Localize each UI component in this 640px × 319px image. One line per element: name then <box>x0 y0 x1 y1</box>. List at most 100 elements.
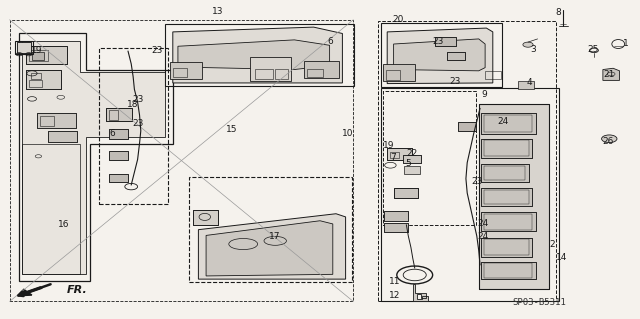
Bar <box>106 108 132 121</box>
Bar <box>307 69 323 77</box>
Bar <box>394 188 418 198</box>
Bar <box>384 223 408 232</box>
Text: 12: 12 <box>389 291 401 300</box>
Text: 4: 4 <box>527 78 532 87</box>
Bar <box>484 166 525 180</box>
Bar <box>29 50 48 61</box>
Text: 25: 25 <box>587 45 598 54</box>
Circle shape <box>602 135 617 143</box>
Bar <box>403 155 421 163</box>
Text: 23: 23 <box>472 177 483 186</box>
Bar <box>435 37 456 46</box>
Bar <box>26 70 61 89</box>
Text: 2: 2 <box>549 240 554 249</box>
Bar <box>481 139 532 158</box>
Bar <box>481 113 536 134</box>
Bar <box>435 37 456 46</box>
Text: 8: 8 <box>556 8 561 17</box>
Bar <box>170 62 202 79</box>
Bar <box>15 41 33 54</box>
Bar <box>458 122 476 131</box>
Bar <box>484 263 532 278</box>
Bar <box>109 174 128 182</box>
Text: 23: 23 <box>449 77 461 86</box>
Bar <box>37 113 76 128</box>
Bar <box>481 212 536 231</box>
Polygon shape <box>603 68 620 80</box>
Bar <box>173 68 187 77</box>
Polygon shape <box>394 39 485 71</box>
Bar <box>447 52 465 60</box>
Bar <box>193 210 218 225</box>
Bar <box>99 48 168 204</box>
Polygon shape <box>387 28 493 84</box>
Circle shape <box>523 42 533 47</box>
Bar <box>447 52 465 60</box>
Bar <box>390 152 399 158</box>
Bar <box>37 113 76 128</box>
Text: 18: 18 <box>127 100 139 109</box>
Bar <box>481 188 532 206</box>
Bar <box>458 122 476 131</box>
Bar <box>479 104 549 289</box>
Polygon shape <box>413 284 428 301</box>
Bar <box>193 210 218 225</box>
Bar <box>387 148 412 160</box>
Bar <box>404 166 420 174</box>
Bar <box>384 211 408 221</box>
Text: 17: 17 <box>269 232 281 241</box>
Text: 13: 13 <box>212 7 223 16</box>
Text: 3: 3 <box>531 45 536 54</box>
Text: 23: 23 <box>132 95 144 104</box>
Bar <box>386 70 400 80</box>
Text: 16: 16 <box>58 220 70 229</box>
Bar <box>109 129 128 139</box>
Text: 6: 6 <box>328 37 333 46</box>
Bar <box>481 262 536 279</box>
Text: 23: 23 <box>151 46 163 55</box>
Bar <box>48 131 77 142</box>
Bar <box>255 69 273 79</box>
Bar <box>481 212 536 231</box>
Bar <box>26 70 61 89</box>
Bar <box>481 238 532 257</box>
Bar <box>109 151 128 160</box>
Bar <box>485 71 501 79</box>
Bar <box>484 140 529 156</box>
Text: 10: 10 <box>342 129 353 137</box>
Text: 22: 22 <box>406 149 417 158</box>
Bar <box>387 148 412 160</box>
Bar <box>109 110 118 120</box>
Bar <box>394 188 418 198</box>
Text: 19: 19 <box>383 141 394 150</box>
Bar <box>165 24 354 86</box>
Bar <box>484 239 529 255</box>
Text: SP03-B5311: SP03-B5311 <box>512 298 566 307</box>
Bar <box>26 46 67 64</box>
Polygon shape <box>198 214 346 279</box>
Bar <box>484 115 532 132</box>
Bar <box>378 21 556 301</box>
Bar <box>381 88 559 301</box>
Polygon shape <box>173 27 342 83</box>
Text: 24: 24 <box>477 219 488 228</box>
Bar <box>109 151 128 160</box>
Bar <box>481 238 532 257</box>
Text: 11: 11 <box>389 277 401 286</box>
Bar <box>381 23 502 87</box>
Bar <box>106 108 132 121</box>
Bar <box>383 64 415 81</box>
Bar <box>17 42 31 53</box>
Bar <box>384 223 408 232</box>
Bar <box>275 69 288 79</box>
Bar <box>481 164 529 182</box>
Bar <box>481 164 529 182</box>
Bar <box>518 81 534 89</box>
Bar <box>189 177 352 282</box>
Bar <box>481 113 536 134</box>
Bar <box>479 104 549 289</box>
FancyArrow shape <box>17 287 42 296</box>
Bar <box>481 262 536 279</box>
Text: 23: 23 <box>132 119 144 128</box>
Text: 20: 20 <box>392 15 404 24</box>
